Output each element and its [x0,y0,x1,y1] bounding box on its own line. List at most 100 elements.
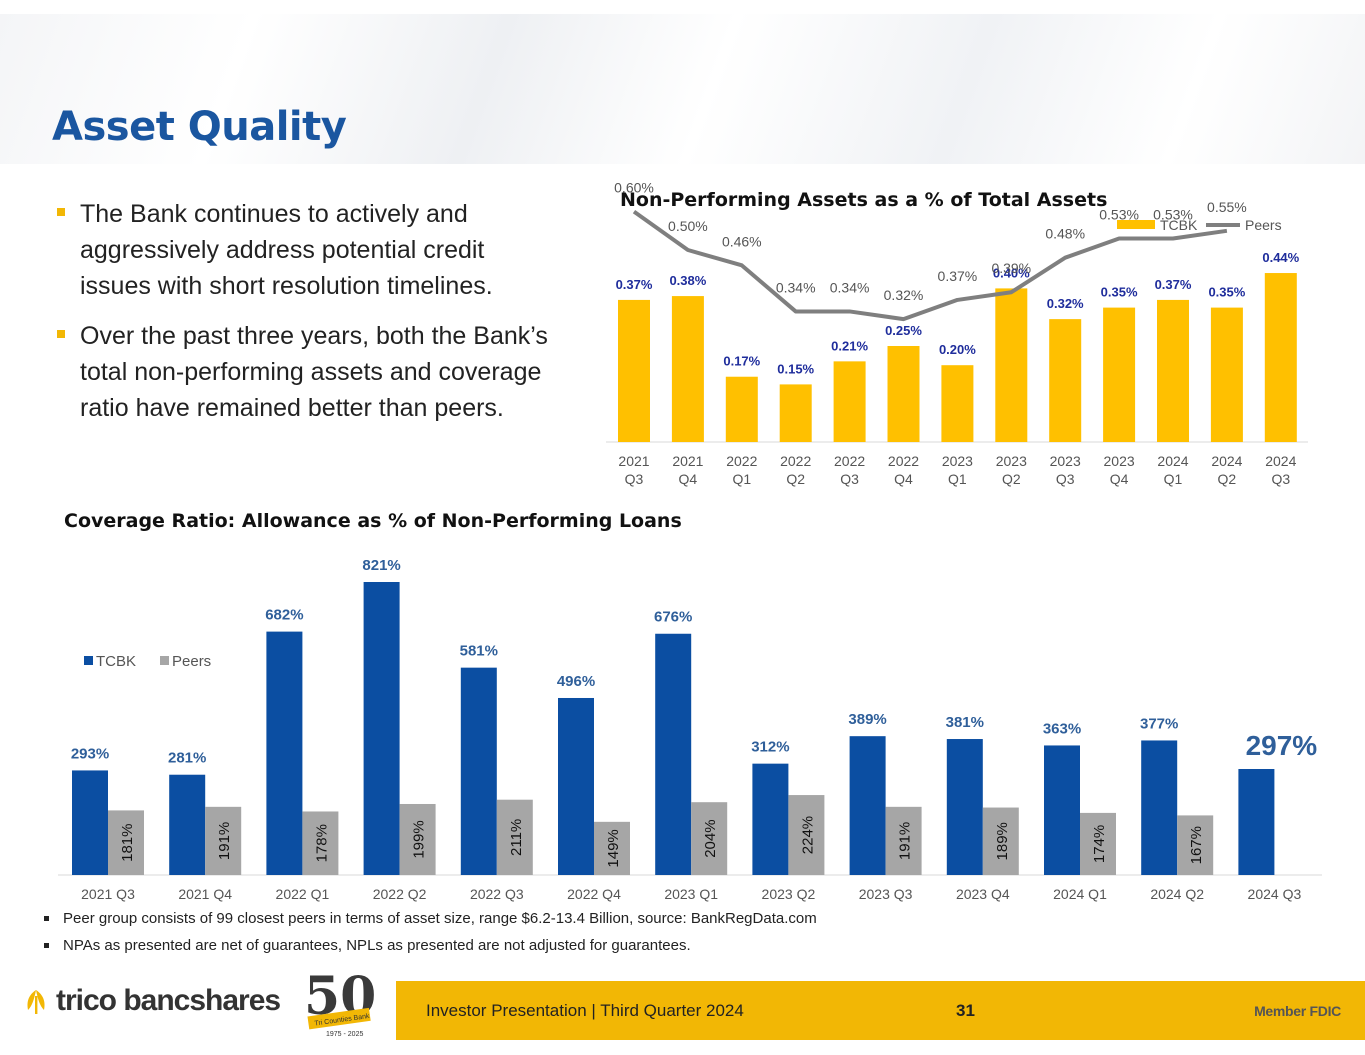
anniversary-50-logo: 50 Tri Counties Bank 1975 - 2025 [304,966,376,1038]
coverage-legend: TCBK Peers [84,653,211,670]
peers-data-label: 0.34% [776,279,816,295]
peers-line [632,209,1228,322]
npa-legend: TCBK Peers [1117,217,1282,233]
member-fdic: Member FDIC [1254,1003,1341,1019]
x-tick-label: Q2 [1218,471,1237,487]
tcbk-data-label: 0.17% [723,354,760,369]
tcbk-bar [1157,299,1189,442]
x-tick-label: 2024 [1265,453,1296,469]
peers-data-label: 181% [119,824,136,862]
x-tick-label: 2024 Q1 [1053,886,1107,902]
x-tick-label: 2022 Q3 [470,886,524,902]
x-tick-label: Q1 [948,471,967,487]
peers-bar [399,803,436,875]
tcbk-data-label: 293% [71,745,109,762]
tcbk-data-label: 381% [946,714,984,731]
legend-peers-label: Peers [172,653,211,670]
x-tick-label: 2024 [1211,453,1242,469]
anniversary-years: 1975 - 2025 [326,1031,363,1038]
peers-data-label: 174% [1091,825,1108,863]
tcbk-data-label: 0.35% [1101,285,1138,300]
x-tick-label: 2023 Q2 [762,886,816,902]
peers-bar [108,810,144,875]
tcbk-bar [833,361,866,442]
tcbk-bar [752,763,789,875]
peers-bar [691,802,728,875]
peers-data-label: 191% [216,822,233,860]
peers-data-label: 211% [508,819,525,856]
footnotes: Peer group consists of 99 closest peers … [44,905,817,959]
tcbk-data-label: 0.44% [1262,250,1299,265]
peers-data-label: 0.32% [884,287,924,303]
tcbk-bar [887,346,920,442]
x-tick-label: Q2 [786,471,805,487]
peers-data-label: 199% [411,820,428,858]
x-tick-label: 2022 [780,453,811,469]
peers-data-label: 189% [994,822,1011,860]
tcbk-bar [72,770,108,875]
tcbk-data-label: 377% [1140,715,1178,732]
x-tick-label: 2021 Q4 [178,886,232,902]
x-tick-label: 2023 Q3 [859,886,913,902]
bullet-item: Over the past three years, both the Bank… [56,318,556,426]
x-tick-label: Q4 [679,471,698,487]
tcbk-data-label: 0.38% [669,273,706,288]
x-tick-label: 2023 Q1 [664,886,718,902]
peers-bar [1177,815,1214,875]
logo-text: trico bancshares [56,984,281,1017]
tcbk-bar [460,667,497,875]
wheat-icon [27,990,45,1014]
tcbk-bar [779,384,812,442]
x-tick-label: 2022 Q1 [276,886,330,902]
peers-data-label: 0.46% [722,233,762,249]
peers-data-label: 0.60% [614,180,654,196]
tcbk-bar [1238,769,1275,875]
peers-data-label: 0.34% [830,279,870,295]
legend-peers-swatch [160,656,169,665]
x-tick-label: Q1 [1164,471,1183,487]
peers-bar [594,821,630,875]
x-tick-label: 2022 Q4 [567,886,621,902]
x-tick-label: Q4 [894,471,913,487]
peers-data-label: 224% [799,816,816,854]
tcbk-data-label: 0.37% [616,277,653,292]
bullet-list: The Bank continues to actively and aggre… [56,196,556,440]
x-tick-label: 2024 [1157,453,1188,469]
trico-logo: trico bancshares [22,983,281,1019]
peers-data-label: 191% [897,822,914,860]
peers-data-label: 167% [1188,826,1205,864]
bullet-item: The Bank continues to actively and aggre… [56,196,556,304]
x-tick-label: 2023 [942,453,973,469]
tcbk-data-label: 0.35% [1208,285,1245,300]
tcbk-data-label: 0.21% [831,338,868,353]
x-tick-label: Q2 [1002,471,1021,487]
x-tick-label: Q1 [732,471,751,487]
peers-bar [788,795,825,875]
footnote: NPAs as presented are net of guarantees,… [44,932,817,959]
coverage-chart-title: Coverage Ratio: Allowance as % of Non-Pe… [64,510,682,532]
x-tick-label: 2022 [834,453,865,469]
legend-tcbk-label: TCBK [1160,217,1198,233]
tcbk-data-label: 821% [362,557,400,574]
peers-data-label: 204% [702,819,719,857]
tcbk-data-label: 281% [168,750,206,767]
tcbk-bar [558,697,594,875]
tcbk-bar [1103,307,1136,442]
x-tick-label: 2023 Q4 [956,886,1010,902]
tcbk-bar [655,633,692,875]
legend-peers-label: Peers [1245,217,1282,233]
peers-bar [302,811,339,875]
tcbk-data-label: 389% [848,711,886,728]
x-tick-label: 2021 [618,453,649,469]
footer-text: Investor Presentation | Third Quarter 20… [426,1001,744,1020]
peers-data-label: 0.55% [1207,199,1247,215]
tcbk-bar [725,376,758,442]
tcbk-data-label: 682% [265,607,303,624]
tcbk-bar [1264,273,1297,442]
tcbk-bar [1141,740,1178,875]
peers-bar [205,806,242,875]
x-tick-label: 2022 [888,453,919,469]
x-tick-label: Q3 [1271,471,1290,487]
tcbk-bar [1044,745,1080,875]
